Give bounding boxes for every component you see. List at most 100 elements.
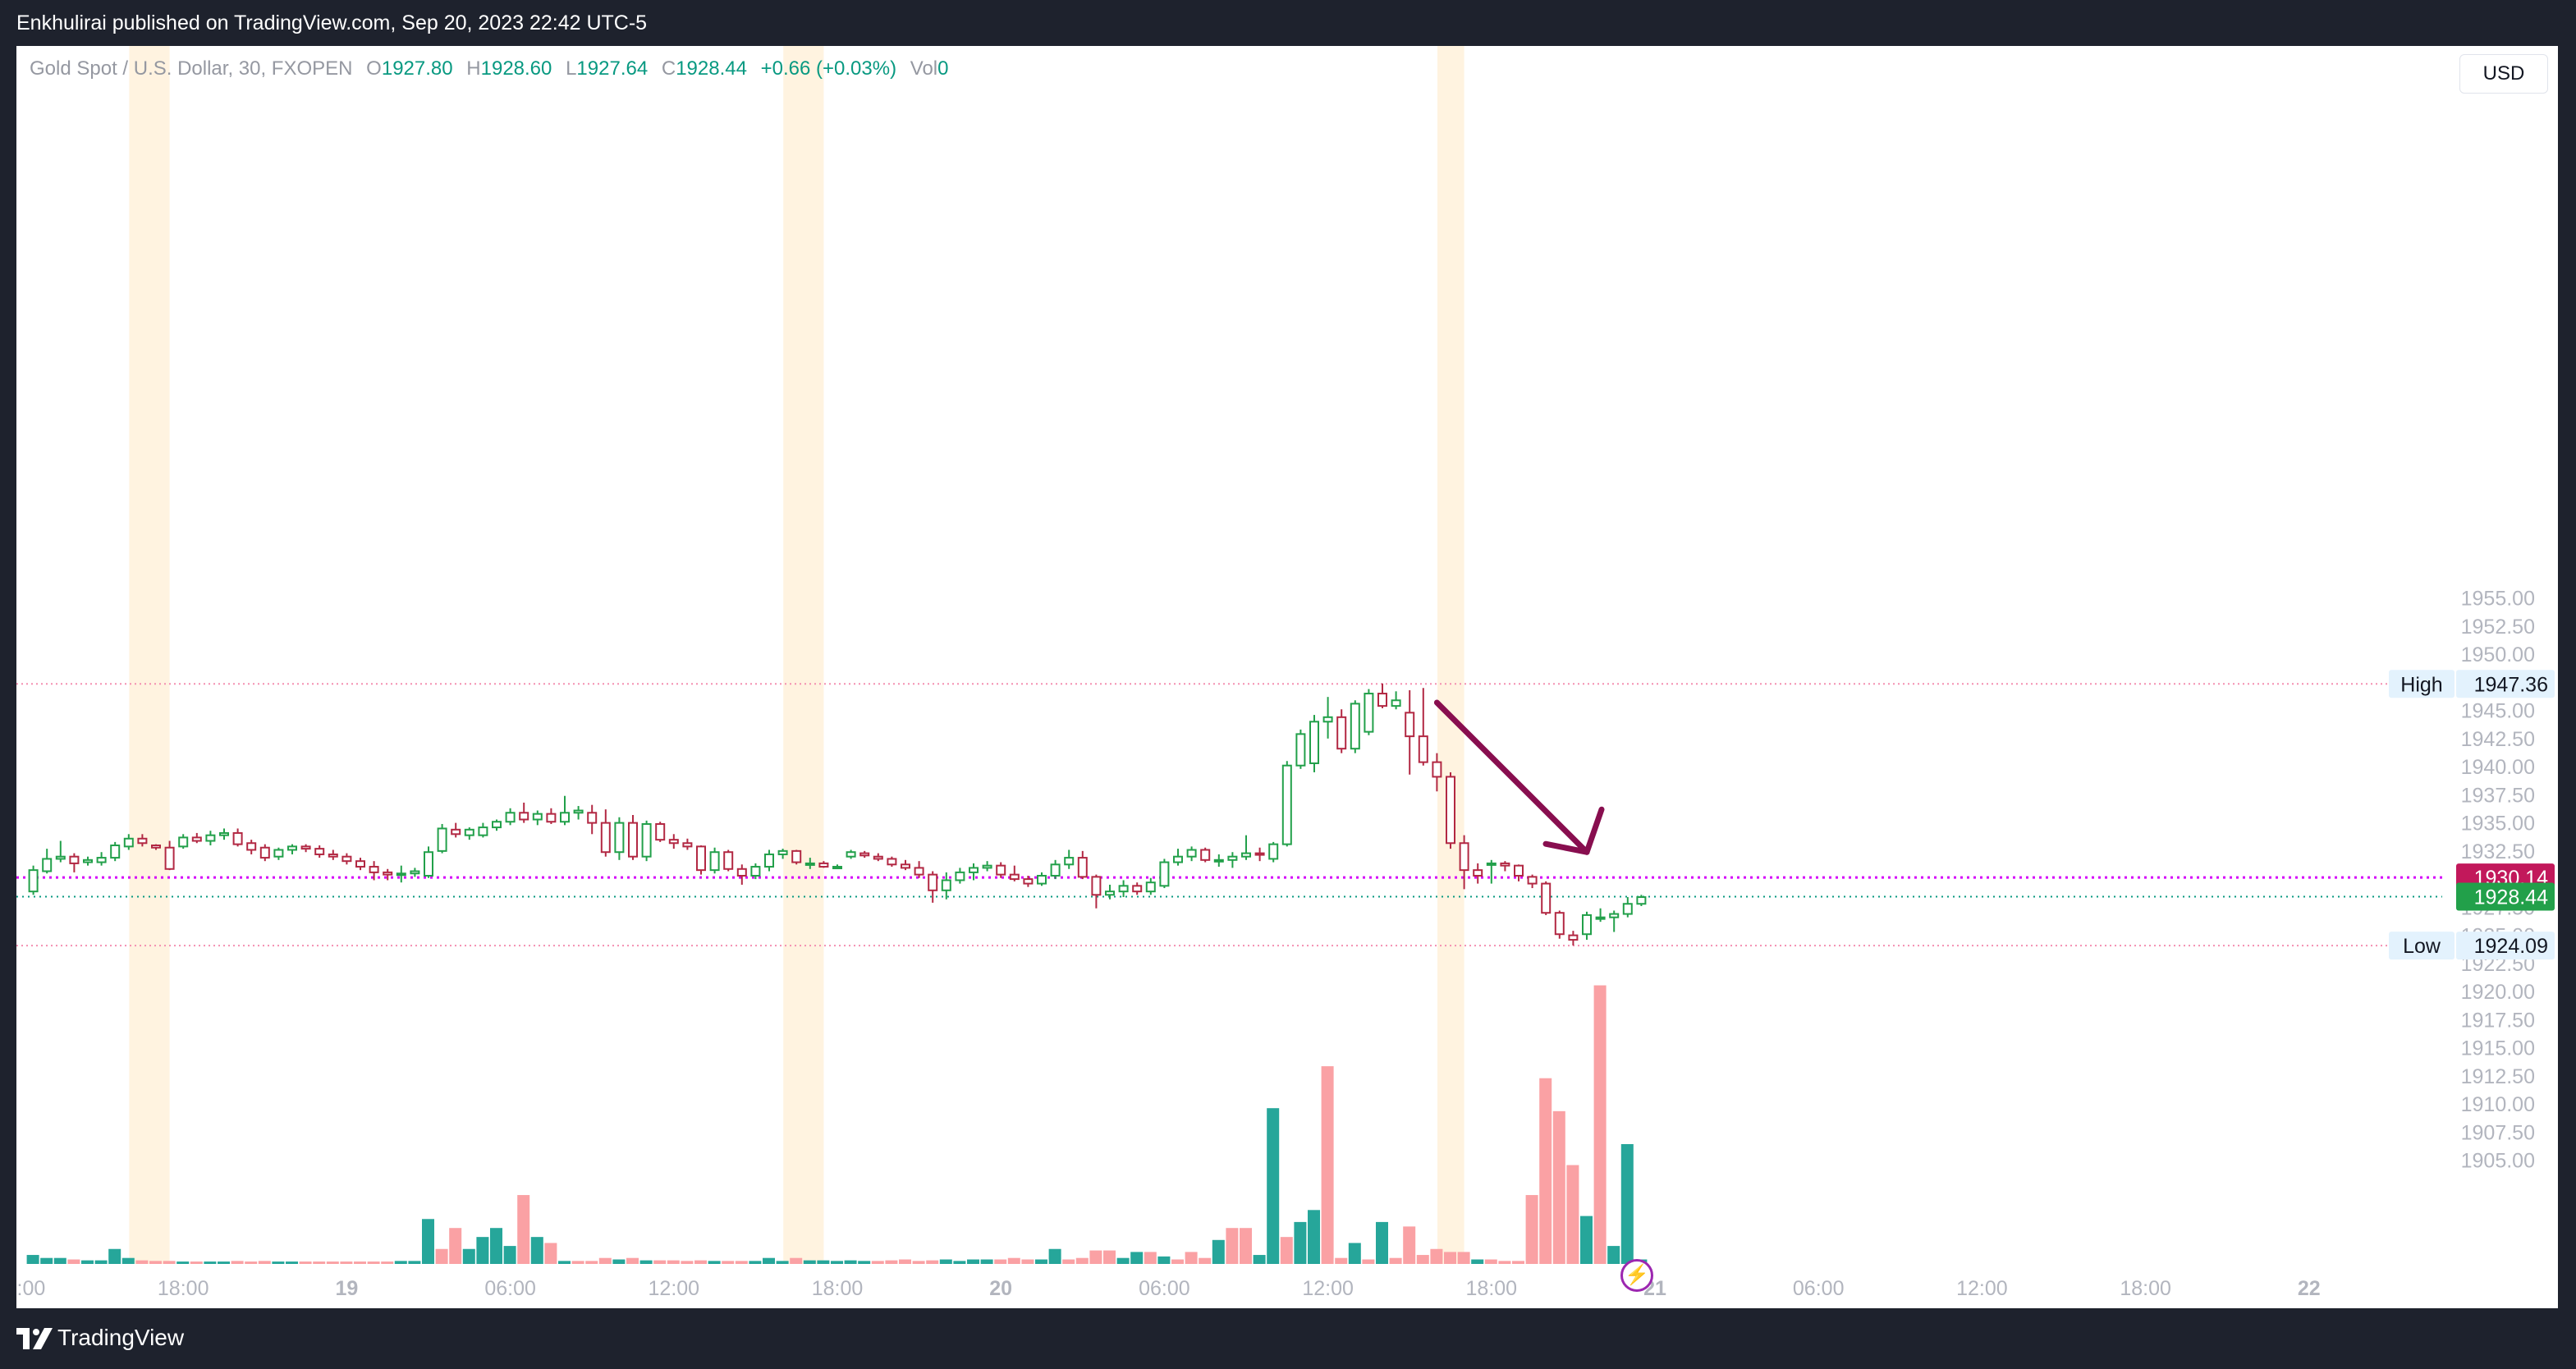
volume-bar [1212,1239,1225,1264]
high-price-bg [2456,670,2555,698]
volume-bar [763,1257,775,1264]
candle-body [1145,881,1156,893]
volume-bar [190,1261,203,1264]
volume-bar [1321,1066,1334,1264]
volume-bar [912,1261,925,1264]
candle-body [246,842,257,851]
candle-body [1500,862,1510,867]
tradingview-logo-icon[interactable] [16,1328,53,1349]
x-axis-tick: 20 [989,1277,1012,1300]
volume-bar [1048,1248,1061,1264]
candle-body [1595,916,1606,920]
legend-low: 1927.64 [576,57,649,80]
candle-body [1391,699,1401,707]
candle-body [532,813,543,821]
volume-bar [1525,1195,1538,1264]
volume-bar [1226,1228,1239,1264]
candle-body [1023,878,1034,885]
volume-bar [571,1261,584,1264]
candle-body [1609,913,1620,918]
candle-body [123,837,134,848]
legend-open-label: O [366,57,382,80]
volume-bar [1116,1257,1130,1264]
volume-bar [612,1259,626,1264]
volume-bar [1566,1165,1579,1264]
legend-low-label: L [566,57,577,80]
candle-body [1446,776,1455,845]
volume-bar [108,1248,121,1264]
volume-bar [1130,1252,1144,1264]
low-label: Low [2403,935,2441,958]
last-price: 1928.44 [2474,886,2548,909]
volume-bar [367,1261,380,1264]
low-label-bg [2389,932,2455,960]
volume-bar [708,1261,721,1264]
candle-body [164,846,175,870]
candle-body [818,862,829,868]
volume-bar [40,1257,53,1264]
candle-body [1582,913,1592,936]
volume-bar [462,1248,475,1264]
y-axis-tick: 1907.50 [2461,1121,2535,1144]
candle-body [1622,903,1633,915]
candle-body [83,858,93,863]
volume-bar [258,1261,271,1264]
volume-bar [1348,1243,1361,1264]
volume-bar [517,1195,530,1264]
volume-bar [1471,1259,1484,1264]
lightning-icon[interactable]: ⚡ [1620,1259,1653,1292]
price-chart[interactable]: 1955.001952.501950.001947.501945.001942.… [16,46,2558,1308]
candle-body [859,852,870,857]
x-axis-tick: 22 [2298,1277,2321,1300]
candle-body [846,851,856,858]
candle-body [1241,852,1251,858]
candle-body [1254,852,1265,856]
volume-bar [953,1261,966,1264]
currency-button[interactable]: USD [2459,54,2548,94]
volume-bar [286,1261,298,1264]
volume-bar [1484,1259,1497,1264]
session-band [783,46,824,1264]
volume-bar [1185,1252,1198,1264]
y-axis-tick: 1935.00 [2461,813,2535,836]
candle-body [1336,716,1347,750]
candle-body [1541,882,1552,914]
volume-bar [121,1257,135,1264]
x-axis-tick: 19 [335,1277,358,1300]
volume-bar [1389,1257,1402,1264]
volume-bar [1552,1110,1565,1264]
volume-bar [530,1237,543,1264]
candle-body [641,822,652,858]
candle-body [750,866,761,877]
candle-body [232,831,243,845]
candle-body [110,845,121,859]
candle-body [791,849,802,863]
candle-body [1350,703,1360,750]
legend-open: 1927.80 [381,57,453,80]
candle-body [982,864,992,869]
last-price-bg [2456,882,2555,911]
x-axis-tick: 06:00 [1139,1277,1190,1300]
volume-bar [231,1261,244,1264]
volume-bar [313,1261,326,1264]
candle-body [42,858,53,872]
candle-body [191,836,202,842]
candle-body [1405,712,1415,738]
volume-bar [939,1259,952,1264]
x-axis-tick: 06:00 [484,1277,536,1300]
legend-symbol: Gold Spot / U.S. Dollar, 30, FXOPEN [30,57,353,80]
chart-pane[interactable]: 1955.001952.501950.001947.501945.001942.… [16,46,2558,1308]
volume-bar [558,1261,571,1264]
volume-bar [1089,1250,1102,1264]
y-axis-tick: 1917.50 [2461,1009,2535,1032]
x-axis-tick: 18:00 [812,1277,864,1300]
candle-body [505,812,516,823]
volume-bar [844,1260,857,1264]
candle-body [478,826,488,836]
volume-bar [81,1260,94,1264]
candle-body [151,845,161,849]
y-axis-tick: 1915.00 [2461,1037,2535,1060]
session-band [1437,46,1464,1264]
candle-body [328,853,338,858]
volume-bar [817,1260,830,1264]
